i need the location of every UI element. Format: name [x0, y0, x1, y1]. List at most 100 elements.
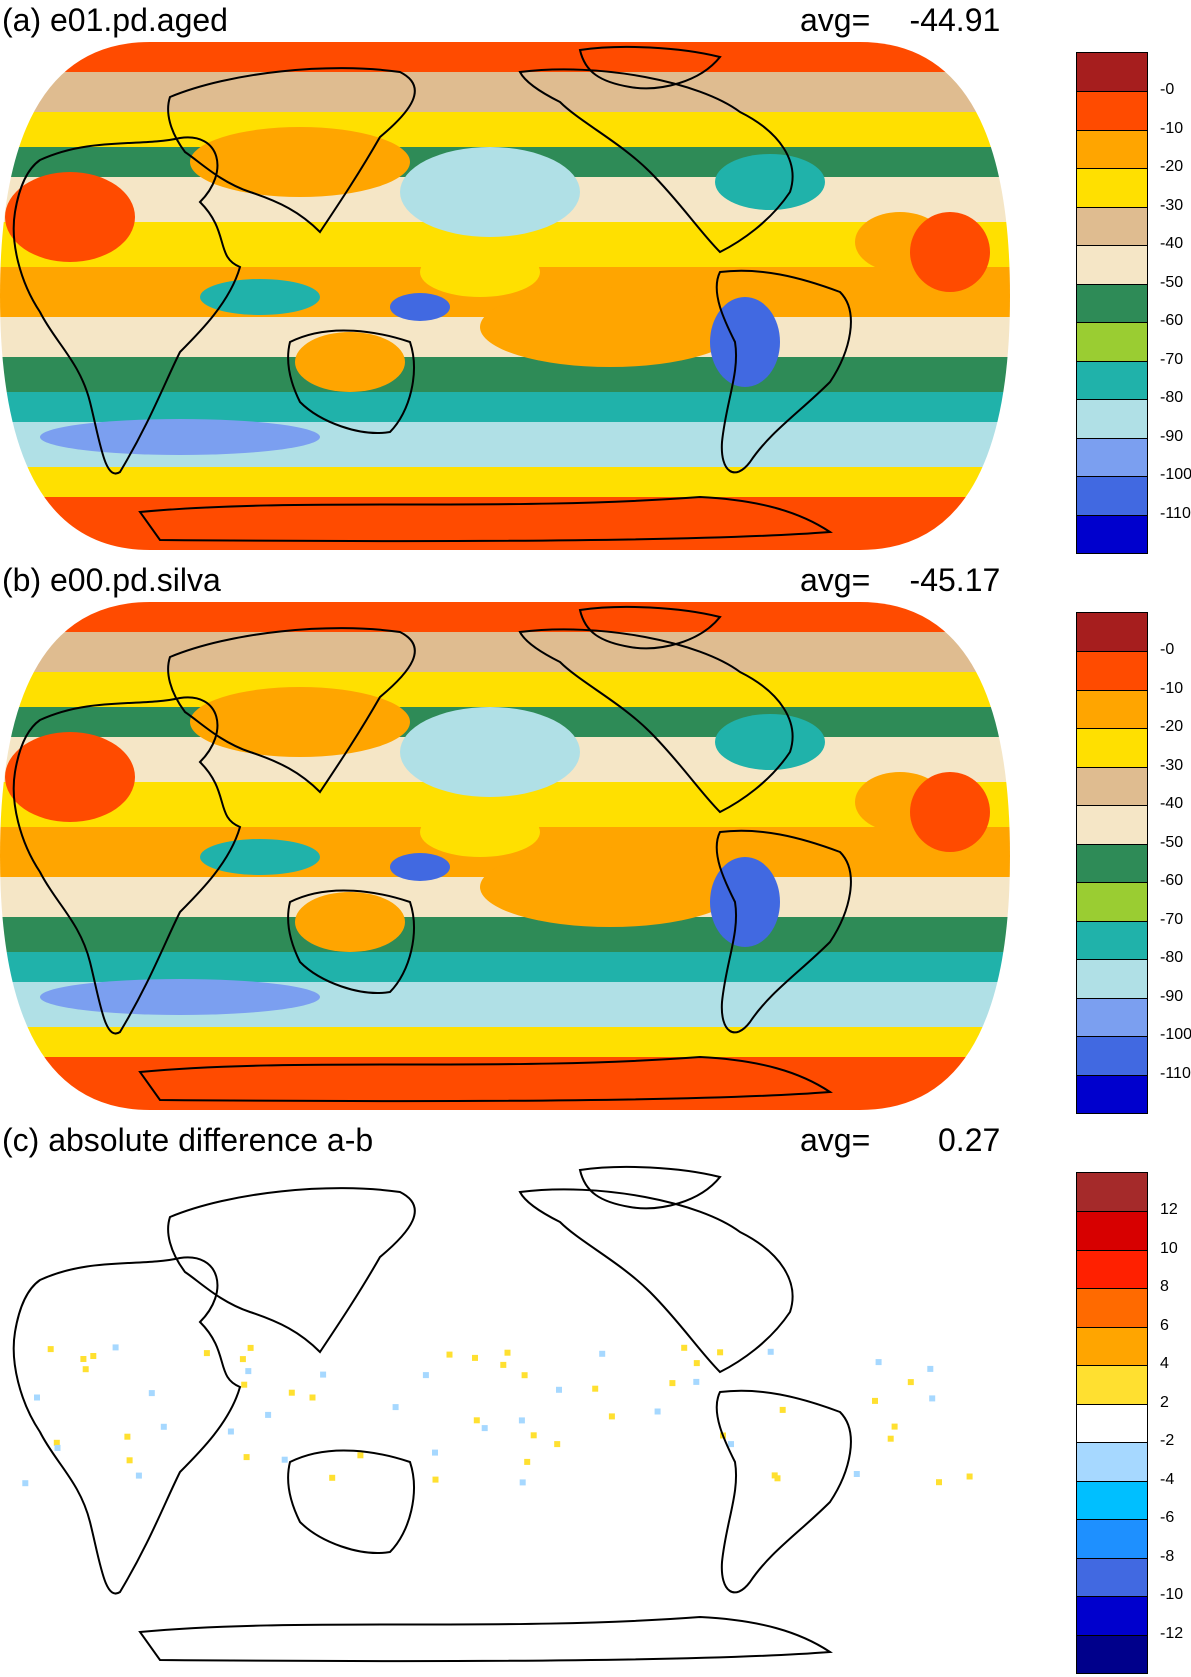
colorbar-swatch — [1077, 959, 1147, 998]
coastline — [12, 1256, 242, 1595]
colorbar-tick-label: 4 — [1160, 1355, 1169, 1373]
coastline — [287, 1449, 415, 1554]
field-cell — [715, 714, 825, 770]
field-band — [0, 357, 1010, 392]
difference-cell — [54, 1444, 61, 1451]
coastline — [138, 495, 833, 543]
colorbar-tick-label: 2 — [1160, 1393, 1169, 1411]
field-layer — [0, 602, 1010, 1110]
difference-cell — [320, 1371, 327, 1378]
field-band — [0, 72, 1010, 112]
colorbar-tick-label: -2 — [1160, 1432, 1175, 1450]
difference-cell — [936, 1479, 942, 1486]
field-band — [0, 1027, 1010, 1057]
difference-cell — [891, 1423, 898, 1430]
difference-cell — [247, 1344, 254, 1351]
colorbar-swatch — [1077, 53, 1147, 92]
field-band — [0, 632, 1010, 672]
coastline — [138, 1055, 833, 1103]
difference-cell — [126, 1457, 133, 1464]
difference-cell — [929, 1395, 936, 1402]
colorbar-tick-label: -80 — [1160, 389, 1184, 407]
colorbar-box — [1076, 52, 1148, 554]
difference-cell — [422, 1372, 429, 1379]
difference-cell — [693, 1378, 700, 1385]
panel-title: (c) absolute difference a-b — [2, 1122, 374, 1158]
coastline — [167, 67, 416, 234]
field-layer — [0, 42, 1010, 550]
world-map — [0, 602, 1010, 1110]
colorbar-swatch — [1077, 514, 1147, 553]
coastline — [578, 605, 722, 650]
coastline — [287, 889, 415, 994]
field-cell — [480, 993, 800, 1021]
field-cell — [480, 287, 740, 367]
difference-cell — [239, 1356, 246, 1363]
difference-cell — [608, 1413, 615, 1420]
colorbar-swatch — [1077, 245, 1147, 284]
colorbar-swatch — [1077, 1326, 1147, 1366]
colorbar: -0 -10 -20 -30 -40 -50 -60 -70 -80 -90 -100 -110 — [1076, 52, 1191, 554]
colorbar-swatch — [1077, 689, 1147, 729]
field-band — [0, 917, 1010, 952]
colorbar-swatch — [1077, 360, 1147, 400]
difference-cell — [654, 1408, 661, 1415]
difference-cell — [288, 1389, 295, 1396]
field-cell — [190, 687, 410, 757]
colorbar-tick-label: -80 — [1160, 949, 1184, 967]
coastline — [518, 628, 794, 814]
colorbar-tick-label: -110 — [1160, 504, 1191, 522]
field-cell — [480, 433, 800, 461]
colorbar-tick-label: -6 — [1160, 1509, 1175, 1527]
difference-cell — [693, 1360, 700, 1367]
colorbar-swatch — [1077, 997, 1147, 1037]
colorbar-tick-label: 10 — [1160, 1239, 1178, 1257]
field-cell — [480, 847, 740, 927]
difference-cell — [774, 1475, 781, 1482]
difference-cell — [265, 1411, 272, 1418]
colorbar-swatch — [1077, 91, 1147, 130]
difference-cell — [53, 1439, 60, 1446]
colorbar-swatch — [1077, 1442, 1147, 1481]
colorbar-swatch — [1077, 728, 1147, 767]
field-cell — [910, 772, 990, 852]
colorbar-swatch — [1077, 399, 1147, 438]
colorbar-swatch — [1077, 805, 1147, 844]
colorbar-tick-label: -0 — [1160, 641, 1175, 659]
field-cell — [390, 853, 450, 881]
colorbar-swatch — [1077, 168, 1147, 207]
avg-label: avg= — [800, 562, 871, 598]
colorbar-tick-label: -20 — [1160, 158, 1184, 176]
difference-cell — [599, 1350, 606, 1357]
colorbar-swatch — [1077, 322, 1147, 361]
difference-cell — [357, 1452, 364, 1459]
colorbar-tick-label: -100 — [1160, 1026, 1191, 1044]
difference-cell — [592, 1385, 599, 1392]
colorbar-swatch — [1077, 1211, 1147, 1250]
colorbar-swatch — [1077, 843, 1147, 883]
avg-value: -44.91 — [909, 2, 1001, 38]
colorbar-tick-label: -50 — [1160, 833, 1184, 851]
field-cell — [200, 279, 320, 315]
colorbar-tick-label: -60 — [1160, 872, 1184, 890]
colorbar-tick-label: 8 — [1160, 1278, 1169, 1296]
difference-cell — [669, 1380, 676, 1387]
colorbar-swatch — [1077, 1036, 1147, 1075]
difference-cell — [34, 1394, 40, 1401]
difference-cell — [112, 1344, 119, 1351]
coastline — [138, 1615, 833, 1663]
colorbar-swatch — [1077, 651, 1147, 690]
colorbar-box — [1076, 612, 1148, 1114]
difference-cell — [907, 1379, 914, 1386]
coastline — [715, 1389, 852, 1594]
colorbar-swatch — [1077, 613, 1147, 652]
difference-cell — [227, 1428, 234, 1435]
difference-cell — [927, 1365, 934, 1372]
colorbar-swatch — [1077, 1634, 1147, 1673]
colorbar-swatch — [1077, 1596, 1147, 1635]
difference-cell — [519, 1479, 526, 1486]
coastline — [518, 68, 794, 254]
colorbar: 12 10 8 6 4 2 -2 -4 -6 -8 -10 -12 — [1076, 1172, 1183, 1674]
coastline — [715, 269, 852, 474]
difference-cell — [47, 1346, 54, 1353]
